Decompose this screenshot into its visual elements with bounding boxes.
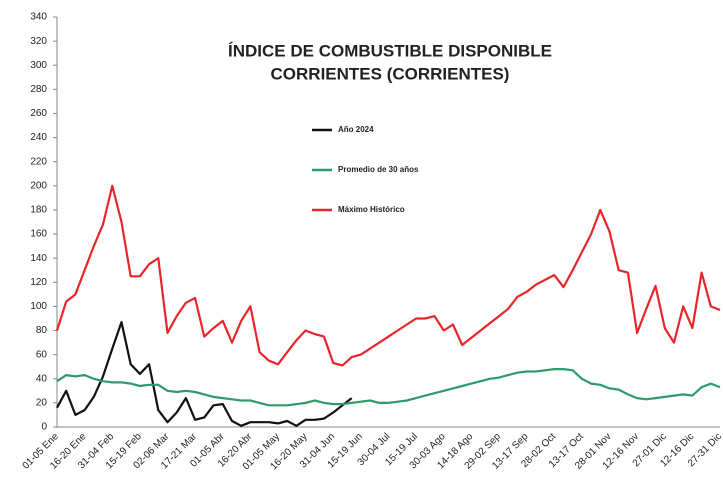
chart-title: ÍNDICE DE COMBUSTIBLE DISPONIBLE (228, 41, 552, 60)
legend-label: Año 2024 (338, 125, 374, 134)
y-tick-label: 260 (30, 108, 47, 119)
y-tick-label: 140 (30, 253, 47, 264)
y-tick-label: 300 (30, 60, 47, 71)
y-tick-label: 60 (36, 349, 48, 360)
series-line (56, 368, 721, 407)
series-line (55, 184, 721, 367)
series-line (56, 321, 353, 427)
y-tick-label: 0 (41, 422, 47, 433)
y-tick-label: 320 (30, 36, 47, 47)
y-tick-label: 120 (30, 277, 47, 288)
y-tick-label: 220 (30, 156, 47, 167)
y-tick-label: 40 (36, 373, 48, 384)
chart-title: CORRIENTES (CORRIENTES) (271, 64, 510, 83)
y-tick-label: 200 (30, 180, 47, 191)
y-tick-label: 100 (30, 301, 47, 312)
legend-label: Promedio de 30 años (338, 165, 419, 174)
y-tick-label: 160 (30, 229, 47, 240)
y-tick-label: 80 (36, 325, 48, 336)
y-tick-label: 340 (30, 12, 47, 23)
legend-label: Máximo Histórico (338, 205, 405, 214)
y-tick-label: 240 (30, 132, 47, 143)
y-tick-label: 180 (30, 205, 47, 216)
y-tick-label: 280 (30, 84, 47, 95)
y-tick-label: 20 (36, 398, 48, 409)
